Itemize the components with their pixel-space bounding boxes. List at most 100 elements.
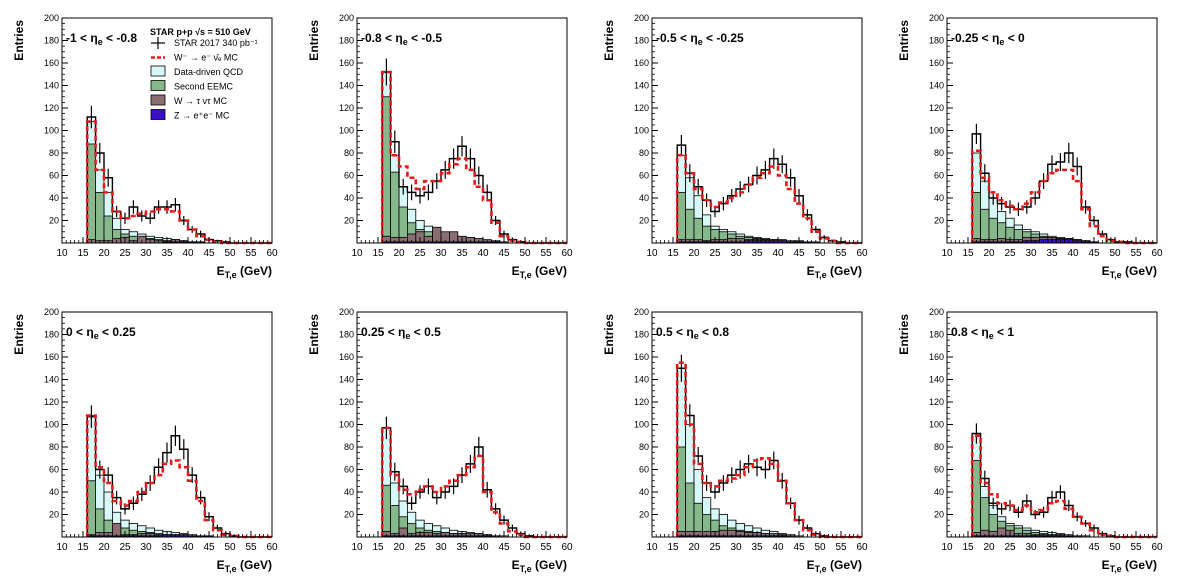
x-tick-label: 20 [98, 542, 110, 553]
y-tick-label: 100 [929, 420, 944, 430]
w-mc-line [380, 426, 567, 539]
x-tick-label: 35 [161, 542, 173, 553]
x-tick-label: 55 [1130, 248, 1142, 259]
y-tick-label: 60 [639, 465, 649, 475]
x-tick-label: 40 [477, 542, 489, 553]
x-tick-label: 15 [372, 248, 384, 259]
x-axis-title: ET,e (GeV) [217, 558, 272, 574]
y-tick-label: 80 [344, 148, 354, 158]
y-tick-label: 100 [339, 126, 354, 136]
y-tick-label: 140 [634, 375, 649, 385]
x-tick-label: 10 [646, 248, 658, 259]
x-axis-title-main: E [807, 558, 815, 572]
y-tick-label: 180 [339, 330, 354, 340]
y-tick-label: 200 [339, 13, 354, 23]
y-tick-label: 100 [634, 420, 649, 430]
x-tick-label: 20 [983, 542, 995, 553]
y-tick-label: 120 [929, 103, 944, 113]
x-tick-label: 20 [393, 248, 405, 259]
eemc-bar [980, 208, 990, 244]
y-tick-label: 120 [339, 103, 354, 113]
x-tick-label: 55 [1130, 542, 1142, 553]
y-tick-label: 20 [639, 216, 649, 226]
y-tick-label: 120 [44, 397, 59, 407]
y-axis-title: Entries [897, 314, 911, 355]
x-tick-label: 25 [1004, 542, 1016, 553]
eta-part: < -0.5 [408, 31, 443, 45]
y-tick-label: 120 [339, 397, 354, 407]
x-axis-title-main: E [807, 264, 815, 278]
x-axis-title: ET,e (GeV) [807, 264, 862, 280]
w-mc-line [970, 434, 1157, 539]
x-axis-title-sub: T,e [520, 270, 532, 280]
y-tick-label: 60 [934, 465, 944, 475]
eta-range-label: 0.5 < ηe < 0.8 [656, 325, 729, 341]
y-tick-label: 40 [344, 487, 354, 497]
legend-swatch-eemc [150, 80, 166, 91]
y-tick-label: 20 [49, 216, 59, 226]
x-tick-label: 45 [1088, 542, 1100, 553]
y-tick-label: 40 [49, 193, 59, 203]
x-axis-title: ET,e (GeV) [512, 264, 567, 280]
x-tick-label: 40 [772, 248, 784, 259]
x-tick-label: 30 [140, 248, 152, 259]
eemc-bar [95, 191, 105, 244]
x-tick-label: 55 [835, 248, 847, 259]
x-tick-label: 25 [709, 248, 721, 259]
y-tick-label: 100 [634, 126, 649, 136]
y-tick-label: 60 [934, 171, 944, 181]
x-tick-label: 15 [77, 542, 89, 553]
x-axis-title-main: E [217, 264, 225, 278]
y-tick-label: 160 [929, 352, 944, 362]
y-tick-label: 60 [49, 171, 59, 181]
x-tick-label: 40 [182, 542, 194, 553]
x-tick-label: 15 [962, 542, 974, 553]
x-axis-title-unit: (GeV) [532, 558, 567, 572]
y-tick-label: 80 [639, 442, 649, 452]
x-tick-label: 60 [561, 542, 573, 553]
eta-part: < 0.5 [410, 325, 441, 339]
x-tick-label: 60 [266, 248, 278, 259]
y-tick-label: 120 [929, 397, 944, 407]
x-tick-label: 60 [561, 248, 573, 259]
eta-part: < -0.8 [103, 31, 138, 45]
x-tick-label: 50 [224, 248, 236, 259]
y-axis-title: Entries [12, 20, 26, 61]
x-axis-title-unit: (GeV) [1122, 558, 1157, 572]
x-tick-label: 40 [1067, 542, 1079, 553]
y-tick-label: 20 [49, 510, 59, 520]
y-tick-label: 160 [339, 58, 354, 68]
eemc-bar [103, 215, 113, 244]
x-tick-label: 30 [435, 248, 447, 259]
x-tick-label: 15 [962, 248, 974, 259]
panel-7: 10 15 20 25 30 35 40 45 50 55 60 20 40 60 80 100 120 140 1… [602, 307, 868, 574]
y-tick-label: 180 [44, 36, 59, 46]
y-tick-label: 160 [44, 58, 59, 68]
y-tick-label: 60 [344, 465, 354, 475]
y-tick-label: 60 [344, 171, 354, 181]
x-tick-label: 35 [751, 542, 763, 553]
eta-part: e [999, 37, 1004, 47]
y-tick-label: 40 [934, 487, 944, 497]
y-tick-label: 20 [639, 510, 649, 520]
eta-range-label: -0.25 < ηe < 0 [951, 31, 1025, 47]
x-axis-title-unit: (GeV) [532, 264, 567, 278]
x-tick-label: 30 [1025, 248, 1037, 259]
x-axis-title-sub: T,e [1110, 564, 1122, 574]
x-axis-title-unit: (GeV) [237, 264, 272, 278]
x-tick-label: 10 [56, 248, 68, 259]
y-tick-label: 100 [44, 420, 59, 430]
x-tick-label: 50 [224, 542, 236, 553]
eta-part: -1 < η [66, 31, 98, 45]
x-tick-label: 15 [667, 542, 679, 553]
x-axis-title-sub: T,e [225, 270, 237, 280]
x-tick-label: 25 [414, 248, 426, 259]
panel-1: 10 15 20 25 30 35 40 45 50 55 60 20 40 60 80 100 120 140 1… [12, 13, 278, 280]
eta-range-label: -1 < ηe < -0.8 [66, 31, 137, 47]
y-axis-title: Entries [602, 314, 616, 355]
eta-range-label: -0.5 < ηe < -0.25 [656, 31, 744, 47]
y-tick-label: 60 [49, 465, 59, 475]
x-tick-label: 40 [182, 248, 194, 259]
y-tick-label: 200 [44, 13, 59, 23]
x-tick-label: 35 [161, 248, 173, 259]
